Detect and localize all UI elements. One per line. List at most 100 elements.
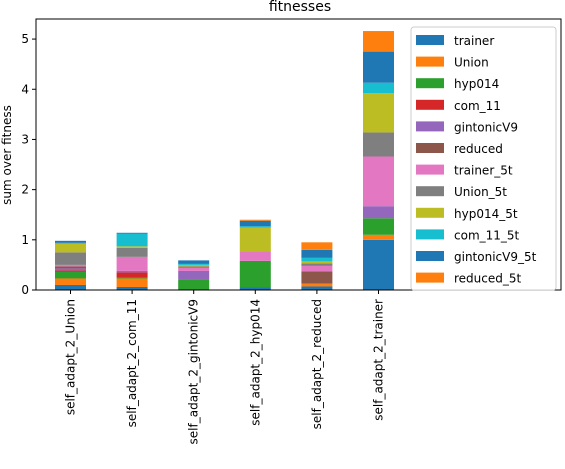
legend-label-Union_5t: Union_5t [454, 185, 507, 199]
y-tick-label: 3 [21, 132, 29, 146]
bar-segment-trainer-3 [239, 287, 271, 290]
x-tick-label: self_adapt_2_com_11 [125, 299, 139, 427]
bar-segment-Union_5t-0 [55, 252, 86, 265]
bar-segment-trainer-5 [363, 239, 394, 290]
bar-segment-trainer_5t-0 [55, 264, 86, 267]
bar-segment-com_11_5t-1 [116, 233, 148, 247]
y-axis-ticks: 0 1 2 3 4 5 [21, 32, 36, 297]
bar-segment-hyp014_5t-3 [239, 227, 271, 252]
bar-segment-Union-5 [363, 234, 394, 240]
bar-segment-hyp014_5t-1 [116, 246, 148, 248]
x-tick-label: self_adapt_2_hyp014 [248, 299, 262, 426]
bar-segment-com_11-0 [55, 270, 86, 272]
bar-segment-gintonicV9-2 [178, 270, 210, 280]
bar-segment-hyp014-5 [363, 218, 394, 235]
bar-segment-reduced_5t-4 [301, 242, 333, 250]
x-axis-ticks: self_adapt_2_Union self_adapt_2_com_11 sel… [64, 290, 386, 444]
y-tick-label: 2 [21, 183, 29, 197]
bar-segment-gintonicV9-0 [55, 268, 86, 271]
x-tick-label: self_adapt_2_trainer [372, 299, 386, 421]
bar-segment-com_11_5t-4 [301, 257, 333, 262]
bar-segment-Union-1 [116, 278, 148, 287]
legend-swatch-hyp014 [416, 78, 444, 89]
bar-segment-gintonicV9_5t-3 [239, 220, 271, 227]
bar-segment-hyp014_5t-4 [301, 261, 333, 264]
bar-segment-gintonicV9_5t-5 [363, 51, 394, 83]
y-tick-label: 0 [21, 283, 29, 297]
bar-segment-gintonicV9_5t-0 [55, 240, 86, 243]
legend-swatch-Union [416, 56, 444, 67]
legend-swatch-trainer_5t [416, 164, 444, 175]
legend: trainer Union hyp014 com_11 gintonicV9 reduce… [410, 26, 557, 291]
bar-segment-Union_5t-5 [363, 132, 394, 157]
bar-segment-trainer_5t-2 [178, 267, 210, 271]
legend-label-trainer_5t: trainer_5t [454, 164, 513, 178]
bar-segment-reduced-4 [301, 271, 333, 284]
legend-swatch-com_11 [416, 99, 444, 110]
bar-segment-gintonicV9_5t-2 [178, 260, 210, 264]
legend-label-gintonicV9_5t: gintonicV9_5t [454, 250, 537, 264]
legend-swatch-trainer [416, 35, 444, 45]
legend-swatch-hyp014_5t [416, 207, 444, 218]
bar-segment-reduced_5t-3 [239, 219, 271, 221]
x-tick-label: self_adapt_2_reduced [310, 299, 324, 429]
bar-segment-com_11_5t-5 [363, 82, 394, 94]
legend-label-hyp014: hyp014 [454, 77, 499, 91]
bar-segment-gintonicV9_5t-4 [301, 249, 333, 258]
bar-segment-trainer-4 [301, 286, 333, 290]
legend-label-gintonicV9: gintonicV9 [454, 120, 518, 134]
bar-segment-com_11_5t-0 [55, 242, 86, 244]
bar-segment-hyp014_5t-2 [178, 264, 210, 267]
bar-segment-hyp014_5t-0 [55, 243, 86, 253]
legend-swatch-com_11_5t [416, 229, 444, 240]
y-tick-label: 4 [21, 82, 29, 96]
legend-swatch-reduced_5t [416, 272, 444, 283]
bar-segment-Union_5t-4 [301, 263, 333, 266]
bar-segment-Union-4 [301, 283, 333, 287]
bar-segment-gintonicV9-1 [116, 270, 148, 273]
bar-segment-trainer-1 [116, 286, 148, 290]
bar-segment-trainer-0 [55, 284, 86, 290]
legend-label-Union: Union [454, 56, 489, 70]
bar-segment-hyp014-0 [55, 271, 86, 279]
bar-segment-Union_5t-3 [239, 251, 271, 252]
legend-label-com_11: com_11 [454, 99, 501, 113]
bar-segment-com_11-1 [116, 272, 148, 278]
legend-label-reduced_5t: reduced_5t [454, 272, 522, 286]
bar-segment-reduced-0 [55, 266, 86, 269]
bar-segment-trainer_5t-3 [239, 251, 271, 261]
bar-segment-Union_5t-2 [178, 266, 210, 268]
legend-label-trainer: trainer [454, 34, 494, 48]
legend-swatch-reduced [416, 143, 444, 153]
axes-frame [35, 18, 562, 291]
chart-title: fitnesses [269, 0, 331, 15]
bar-segment-Union_5t-1 [116, 247, 148, 257]
y-tick-label: 5 [21, 32, 29, 46]
bar-segment-hyp014-2 [178, 279, 210, 290]
bar-segment-trainer_5t-5 [363, 156, 394, 207]
legend-box [410, 26, 557, 291]
y-axis-label: sum over fitness [0, 105, 14, 205]
bars-group [55, 31, 394, 290]
bar-segment-hyp014-1 [116, 277, 148, 279]
bar-segment-com_11_5t-3 [239, 226, 271, 228]
legend-swatch-gintonicV9_5t [416, 251, 444, 261]
bar-segment-trainer_5t-1 [116, 256, 148, 271]
x-tick-label: self_adapt_2_Union [64, 299, 78, 415]
bar-segment-gintonicV9-5 [363, 206, 394, 219]
bar-segment-com_11_5t-2 [178, 263, 210, 265]
bar-segment-trainer_5t-4 [301, 265, 333, 272]
legend-label-com_11_5t: com_11_5t [454, 228, 520, 242]
bar-segment-reduced_5t-5 [363, 31, 394, 52]
legend-swatch-Union_5t [416, 186, 444, 197]
x-tick-label: self_adapt_2_gintonicV9 [187, 299, 201, 444]
bar-segment-hyp014-3 [239, 260, 271, 288]
y-tick-label: 1 [21, 233, 29, 247]
bar-segment-Union-0 [55, 278, 86, 285]
bar-segment-hyp014_5t-5 [363, 93, 394, 133]
legend-label-hyp014_5t: hyp014_5t [454, 207, 518, 221]
legend-swatch-gintonicV9 [416, 121, 444, 132]
legend-label-reduced: reduced [454, 142, 503, 156]
bar-segment-gintonicV9_5t-1 [116, 232, 148, 234]
